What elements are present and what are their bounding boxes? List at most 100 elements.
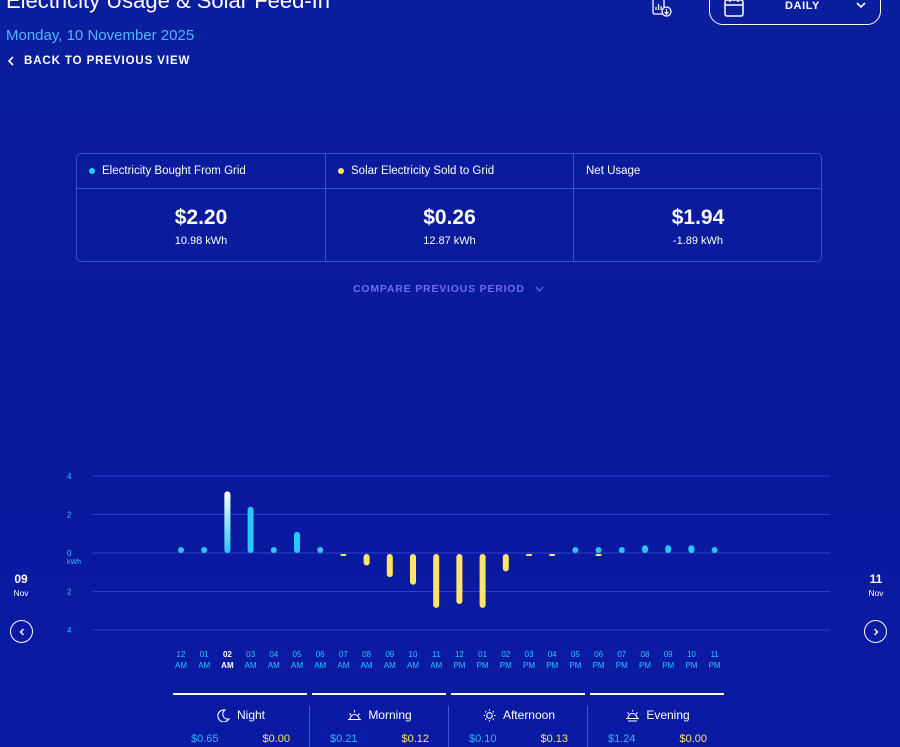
x-tick-hour: 10 — [687, 650, 696, 659]
summary-sold: Solar Electricity Sold to Grid $0.26 12.… — [325, 154, 573, 261]
bought-cost: $0.10 — [469, 733, 497, 745]
time-of-day-morning: Morning $0.21 $0.12 — [310, 708, 449, 745]
x-tick-hour: 10 — [409, 650, 418, 659]
x-tick-ampm: AM — [407, 661, 419, 670]
evening-segment-line — [590, 693, 724, 695]
summary-label: Solar Electricity Sold to Grid — [351, 165, 495, 177]
page-title: Electricity Usage & Solar Feed-In — [6, 0, 331, 13]
summary-amount: $0.26 — [423, 206, 476, 229]
sold-credit: $0.00 — [262, 733, 290, 745]
sold-credit: $0.00 — [679, 733, 707, 745]
bought-bar — [247, 506, 254, 553]
bought-bar — [178, 547, 184, 553]
divider — [309, 706, 310, 747]
x-tick-hour: 05 — [293, 650, 302, 659]
divider — [587, 706, 588, 747]
x-tick-ampm: AM — [198, 661, 210, 670]
sunset-icon — [626, 709, 640, 722]
y-tick-label: 4 — [67, 472, 72, 481]
sold-bar — [456, 554, 463, 605]
sold-bar — [363, 554, 370, 566]
morning-segment-line — [312, 693, 446, 695]
night-segment-line — [173, 693, 307, 695]
bought-bar — [642, 545, 648, 553]
time-of-day-name: Afternoon — [502, 708, 556, 722]
x-tick-ampm: PM — [523, 661, 535, 670]
x-tick-ampm: PM — [662, 661, 674, 670]
x-tick-hour: 04 — [548, 650, 557, 659]
divider — [448, 706, 449, 747]
previous-day-number: 09 — [14, 572, 28, 586]
previous-day-button[interactable] — [10, 620, 33, 643]
bought-cost: $0.65 — [191, 733, 219, 745]
bought-bar-highlight — [224, 491, 231, 553]
x-tick-ampm: PM — [616, 661, 628, 670]
x-tick-hour: 01 — [200, 650, 209, 659]
x-tick-ampm: PM — [477, 661, 489, 670]
x-tick-hour: 09 — [385, 650, 394, 659]
time-of-day-name: Morning — [368, 708, 412, 722]
y-tick-label: 2 — [67, 588, 72, 597]
time-of-day-afternoon: Afternoon $0.10 $0.13 — [449, 708, 588, 745]
x-tick-hour: 03 — [525, 650, 534, 659]
x-tick-hour: 11 — [710, 650, 719, 659]
bought-bar — [201, 547, 208, 553]
summary-kwh: -1.89 kWh — [672, 235, 724, 247]
sold-bar — [340, 554, 347, 556]
download-report-icon[interactable] — [651, 0, 673, 18]
compare-label: COMPARE PREVIOUS PERIOD — [353, 283, 525, 295]
period-dropdown-value: DAILY — [785, 0, 820, 12]
sunrise-icon — [348, 709, 362, 720]
x-tick-hour: 04 — [269, 650, 278, 659]
x-tick-ampm: PM — [500, 661, 512, 670]
sold-credit: $0.12 — [401, 733, 429, 745]
x-tick-hour: 09 — [664, 650, 673, 659]
bought-bar — [618, 547, 625, 553]
back-to-previous-view-link[interactable]: BACK TO PREVIOUS VIEW — [6, 55, 190, 67]
x-tick-hour: 01 — [478, 650, 487, 659]
sold-bar — [479, 554, 486, 608]
chevron-down-icon — [856, 2, 866, 9]
chevron-down-icon — [535, 286, 544, 292]
next-day-number: 11 — [869, 572, 883, 586]
time-of-day-name: Evening — [646, 708, 690, 722]
summary-bought: Electricity Bought From Grid $2.20 10.98… — [77, 154, 325, 261]
x-tick-hour: 07 — [339, 650, 348, 659]
x-tick-hour: 03 — [246, 650, 255, 659]
sold-bar — [595, 554, 602, 556]
period-dropdown[interactable]: DAILY — [709, 0, 881, 25]
x-tick-ampm: PM — [639, 661, 651, 670]
x-tick-hour: 02 — [223, 650, 232, 659]
usage-summary-table: Electricity Bought From Grid $2.20 10.98… — [76, 153, 822, 262]
bought-bar — [595, 547, 602, 553]
y-axis-label: kWh — [67, 559, 81, 566]
previous-day-label: 09 Nov — [8, 572, 34, 598]
bought-bar — [572, 547, 579, 553]
x-tick-ampm: AM — [361, 661, 373, 670]
date-subtitle: Monday, 10 November 2025 — [6, 27, 195, 44]
bought-bar — [688, 545, 695, 553]
next-day-label: 11 Nov — [863, 572, 889, 598]
x-tick-ampm: PM — [685, 661, 697, 670]
time-of-day-evening: Evening $1.24 $0.00 — [588, 708, 727, 745]
bought-cost: $0.21 — [330, 733, 358, 745]
x-tick-ampm: AM — [291, 661, 303, 670]
x-tick-hour: 08 — [641, 650, 650, 659]
x-tick-ampm: AM — [430, 661, 442, 670]
y-tick-label: 4 — [67, 626, 72, 635]
compare-previous-period-button[interactable]: COMPARE PREVIOUS PERIOD — [353, 283, 544, 295]
x-tick-hour: 08 — [362, 650, 371, 659]
x-tick-hour: 12 — [177, 650, 186, 659]
sold-bar — [549, 554, 556, 556]
x-tick-hour: 12 — [455, 650, 464, 659]
summary-kwh: 10.98 kWh — [174, 235, 228, 247]
summary-amount: $1.94 — [671, 206, 725, 229]
chevron-left-icon — [7, 56, 14, 66]
next-day-button[interactable] — [864, 620, 887, 643]
moon-icon — [217, 708, 231, 722]
hourly-usage-chart: 42024kWh12AM01AM02AM03AM04AM05AM06AM07AM… — [67, 472, 830, 670]
x-tick-ampm: AM — [175, 661, 187, 670]
bought-bar — [317, 547, 324, 553]
bought-legend-dot — [89, 168, 95, 174]
summary-kwh: 12.87 kWh — [423, 235, 476, 247]
